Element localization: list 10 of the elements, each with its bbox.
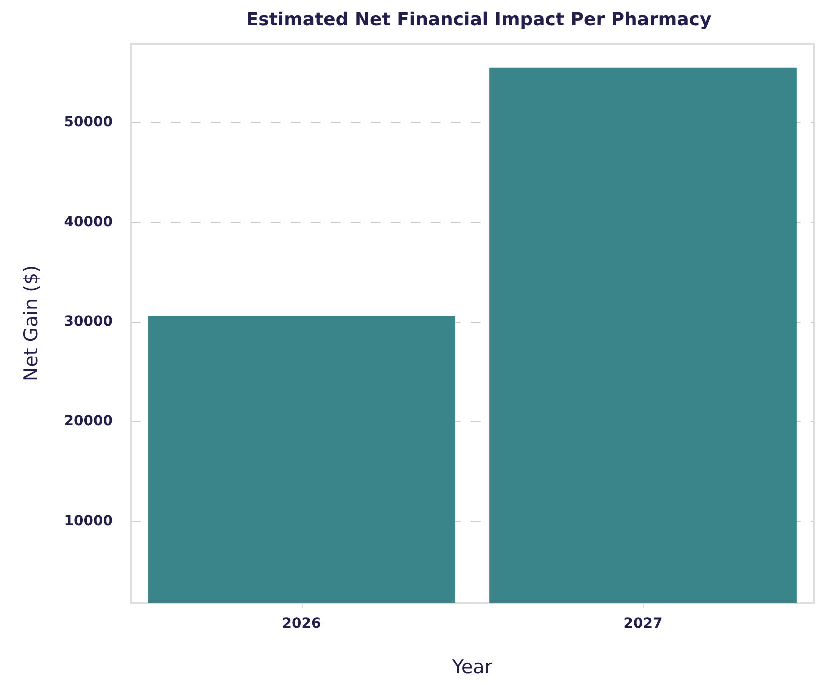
y-tick-label: 20000 [64, 414, 114, 430]
y-tick-label: 30000 [64, 314, 114, 330]
chart-title: Estimated Net Financial Impact Per Pharmacy [246, 10, 712, 30]
y-tick-label: 40000 [64, 214, 114, 230]
x-tick-label: 2027 [624, 616, 663, 632]
y-tick-label: 50000 [64, 114, 114, 131]
y-axis-title: Net Gain ($) [20, 265, 42, 382]
x-tick-label: 2026 [282, 616, 322, 632]
y-tick-label: 10000 [64, 513, 114, 530]
x-axis-title: Year [451, 656, 493, 678]
